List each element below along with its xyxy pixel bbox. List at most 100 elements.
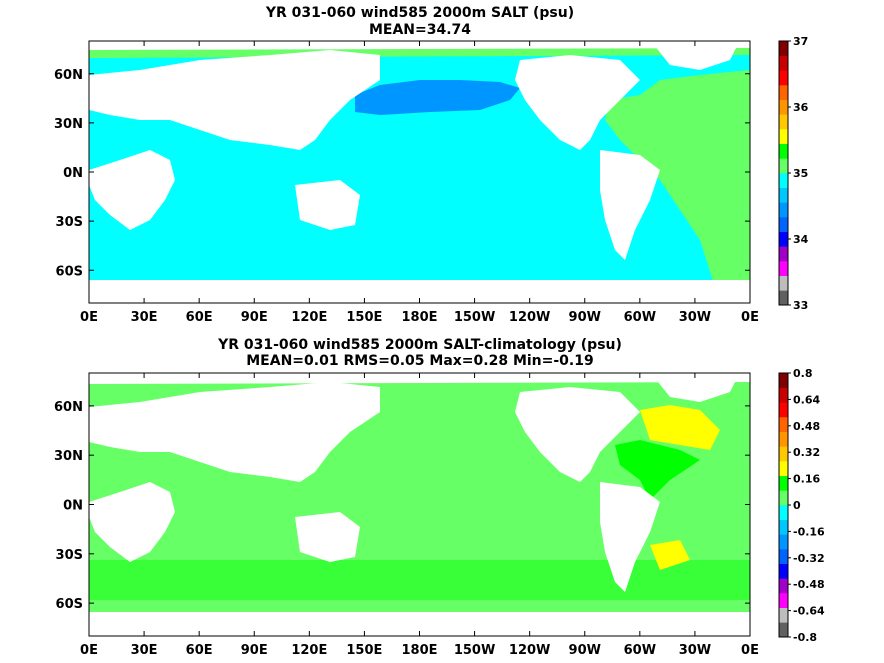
- colorbar-swatch: [779, 41, 788, 56]
- north-america: [515, 55, 640, 150]
- map-field: [89, 373, 750, 636]
- colorbar-swatch: [779, 461, 788, 476]
- colorbar-swatch: [779, 563, 788, 579]
- south-america: [600, 482, 660, 592]
- colorbar-tick-label: 0.16: [793, 473, 820, 486]
- x-tick-label: 150E: [346, 310, 382, 325]
- colorbar-tick-label: -0.8: [793, 631, 817, 644]
- australia: [295, 512, 360, 562]
- y-tick-label: 60S: [56, 264, 83, 279]
- colorbar-tick-label: 33: [793, 299, 808, 312]
- x-tick-label: 120W: [509, 643, 550, 658]
- colorbar-swatch: [779, 373, 788, 388]
- x-tick-label: 30W: [679, 643, 711, 658]
- x-tick-label: 180E: [401, 310, 437, 325]
- x-tick-label: 60W: [624, 643, 656, 658]
- panel-bottom: YR 031-060 wind585 2000m SALT-climatolog…: [54, 337, 825, 658]
- north-pacific-region: [355, 80, 520, 115]
- colorbar-swatch: [779, 519, 788, 535]
- colorbar-swatch: [779, 173, 788, 188]
- colorbar-tick-label: 0.32: [793, 446, 820, 459]
- colorbar-tick-label: 36: [793, 101, 809, 114]
- colorbar-swatch: [779, 129, 788, 144]
- colorbar-swatch: [779, 99, 788, 115]
- x-tick-label: 150W: [454, 643, 495, 658]
- colorbar-swatch: [779, 446, 788, 462]
- x-tick-label: 90E: [241, 310, 268, 325]
- colorbar-swatch: [779, 505, 788, 520]
- colorbar-tick-label: 0: [793, 499, 801, 512]
- north-america: [515, 387, 640, 482]
- colorbar-tick-label: -0.48: [793, 578, 825, 591]
- x-ticks: 0E 30E 60E 90E 120E 150E 180E 150W 120W 90W 60W 30W…: [80, 373, 759, 658]
- colorbar-swatch: [779, 578, 788, 594]
- x-tick-label: 90E: [241, 643, 268, 658]
- colorbar-tick-label: 0.48: [793, 420, 820, 433]
- colorbar: 37 36 35 34 33: [778, 35, 809, 312]
- colorbar-tick-label: 37: [793, 35, 808, 48]
- chart-subtitle: MEAN=0.01 RMS=0.05 Max=0.28 Min=-0.19: [246, 353, 593, 369]
- chart-title: YR 031-060 wind585 2000m SALT (psu): [265, 5, 574, 21]
- colorbar-tick-label: 34: [793, 233, 809, 246]
- panel-top: YR 031-060 wind585 2000m SALT (psu) MEAN…: [54, 5, 809, 325]
- colorbar-swatch: [779, 217, 788, 232]
- colorbar-swatch: [779, 202, 788, 218]
- south-america: [600, 150, 660, 260]
- colorbar-swatch: [779, 55, 788, 71]
- y-tick-label: 60N: [54, 68, 83, 83]
- colorbar-swatch: [779, 417, 788, 432]
- y-ticks: 60N 30N 0N 30S 60S: [54, 400, 750, 612]
- x-tick-label: 30E: [131, 310, 158, 325]
- colorbar-swatch: [779, 158, 788, 174]
- y-tick-label: 30N: [54, 117, 83, 132]
- colorbar: 0.8 0.64 0.48 0.32 0.16 0 -0.16 -0.32 -0.48 -0.64…: [778, 367, 825, 644]
- south-atlantic-region: [650, 540, 690, 570]
- africa: [89, 150, 175, 230]
- x-tick-label: 60E: [186, 643, 213, 658]
- y-tick-label: 60N: [54, 400, 83, 415]
- x-ticks: 0E 30E 60E 90E 120E 150E 180E 150W 120W 90W 60W 30W…: [80, 41, 759, 325]
- x-tick-label: 0E: [741, 310, 759, 325]
- colorbar-swatch: [779, 70, 788, 86]
- x-tick-label: 90W: [569, 643, 601, 658]
- x-tick-label: 60W: [624, 310, 656, 325]
- y-tick-label: 0N: [63, 499, 83, 514]
- africa: [89, 482, 175, 562]
- antarctica: [89, 612, 750, 636]
- atlantic-western-boundary-region: [615, 440, 700, 500]
- colorbar-swatch: [779, 490, 788, 506]
- colorbar-swatch: [779, 275, 788, 291]
- colorbar-swatch: [779, 246, 788, 262]
- greenland: [650, 373, 740, 402]
- map-field: [89, 41, 750, 303]
- chart-title: YR 031-060 wind585 2000m SALT-climatolog…: [217, 337, 622, 353]
- colorbar-swatch: [779, 475, 788, 491]
- colorbar-swatch: [779, 593, 788, 608]
- colorbar-swatch: [779, 402, 788, 418]
- x-tick-label: 30W: [679, 310, 711, 325]
- y-tick-label: 30S: [56, 548, 83, 563]
- colorbar-swatch: [779, 290, 788, 306]
- colorbar-swatch: [779, 622, 788, 638]
- colorbar-tick-label: 35: [793, 167, 808, 180]
- colorbar-tick-label: 0.64: [793, 393, 820, 406]
- southern-ocean-band: [89, 560, 750, 600]
- colorbar-swatch: [779, 231, 788, 247]
- x-tick-label: 60E: [186, 310, 213, 325]
- colorbar-swatch: [779, 549, 788, 564]
- x-tick-label: 120W: [509, 310, 550, 325]
- colorbar-swatch: [779, 431, 788, 447]
- x-tick-label: 90W: [569, 310, 601, 325]
- y-tick-label: 60S: [56, 597, 83, 612]
- x-tick-label: 0E: [741, 643, 759, 658]
- antarctica: [89, 280, 750, 303]
- colorbar-tick-label: -0.16: [793, 525, 825, 538]
- x-tick-label: 120E: [291, 310, 327, 325]
- eurasia: [89, 382, 380, 482]
- x-tick-label: 150E: [346, 643, 382, 658]
- colorbar-swatch: [779, 187, 788, 203]
- x-tick-label: 30E: [131, 643, 158, 658]
- x-tick-label: 120E: [291, 643, 327, 658]
- colorbar-swatch: [779, 114, 788, 130]
- colorbar-swatch: [779, 387, 788, 403]
